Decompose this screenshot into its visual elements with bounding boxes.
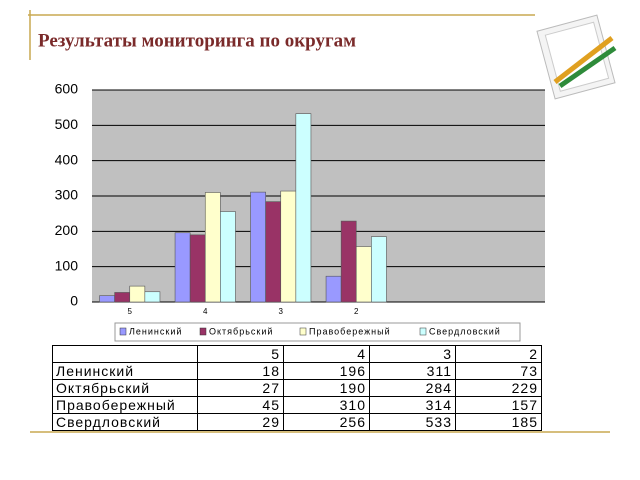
bar [189, 234, 206, 303]
y-tick-label: 300 [55, 187, 79, 203]
bar [250, 191, 266, 303]
table-row-label: Ленинский [52, 362, 198, 380]
y-tick-label: 100 [55, 257, 79, 273]
bar [99, 295, 115, 303]
y-tick-label: 600 [55, 81, 79, 97]
table-cell: 157 [455, 396, 542, 414]
legend-swatch [419, 327, 427, 336]
legend-label: Свердловский [429, 326, 501, 336]
table-row: Октябрьский 27 190 284 229 [52, 379, 542, 397]
table-cell: 256 [283, 413, 370, 431]
table-row-label: Правобережный [52, 396, 198, 414]
bar [129, 285, 146, 303]
bar [355, 246, 372, 303]
bar [204, 192, 221, 303]
bar [340, 220, 357, 303]
table-cell: 229 [455, 379, 542, 397]
x-tick-label: 2 [354, 307, 359, 316]
legend-swatch [119, 327, 127, 336]
y-tick-label: 400 [55, 151, 79, 167]
table-row: Правобережный 45 310 314 157 [52, 396, 542, 414]
bar [220, 211, 236, 303]
table-cell: 18 [197, 362, 284, 380]
bar [265, 201, 282, 303]
y-tick-label: 500 [55, 116, 79, 132]
bar [325, 275, 342, 303]
chart-title: Результаты мониторинга по округам [38, 30, 356, 51]
table-row: Свердловский 29 256 533 185 [52, 413, 542, 431]
bar [174, 232, 191, 303]
table-header-cell: 5 [197, 345, 284, 363]
legend-label: Правобережный [309, 326, 391, 336]
table-header-cell: 4 [283, 345, 370, 363]
table-cell: 190 [283, 379, 370, 397]
table-cell: 185 [455, 413, 542, 431]
y-tick-label: 200 [55, 222, 79, 238]
table-header-cell: 2 [455, 345, 542, 363]
table-row-label: Октябрьский [52, 379, 198, 397]
table-cell: 284 [369, 379, 456, 397]
table-cell: 310 [283, 396, 370, 414]
y-tick-label: 0 [70, 293, 78, 309]
table-row: Ленинский 18 196 311 73 [52, 362, 542, 380]
legend-swatch [299, 327, 307, 336]
table-cell: 29 [197, 413, 284, 431]
x-tick-label: 3 [279, 307, 284, 316]
table-header-cell: 3 [369, 345, 456, 363]
legend-label: Октябрьский [209, 326, 273, 336]
data-table: 5 4 3 2 Ленинский 18 196 311 73 Октябрьский 27 190 2… [52, 345, 542, 431]
table-cell: 45 [197, 396, 284, 414]
bar [295, 113, 312, 303]
table-cell: 196 [283, 362, 370, 380]
x-tick-label: 4 [203, 307, 208, 316]
bar [144, 291, 161, 303]
legend-swatch [199, 327, 207, 336]
legend [114, 322, 521, 342]
x-tick-label: 5 [128, 307, 133, 316]
table-cell: 311 [369, 362, 456, 380]
table-cell: 533 [369, 413, 456, 431]
bar [280, 190, 297, 303]
table-corner [52, 345, 198, 363]
legend-label: Ленинский [129, 326, 182, 336]
table-row-label: Свердловский [52, 413, 198, 431]
notebook-icon [536, 14, 617, 100]
bar [114, 292, 131, 303]
table-cell: 27 [197, 379, 284, 397]
bar [371, 236, 387, 303]
table-cell: 73 [455, 362, 542, 380]
table-cell: 314 [369, 396, 456, 414]
